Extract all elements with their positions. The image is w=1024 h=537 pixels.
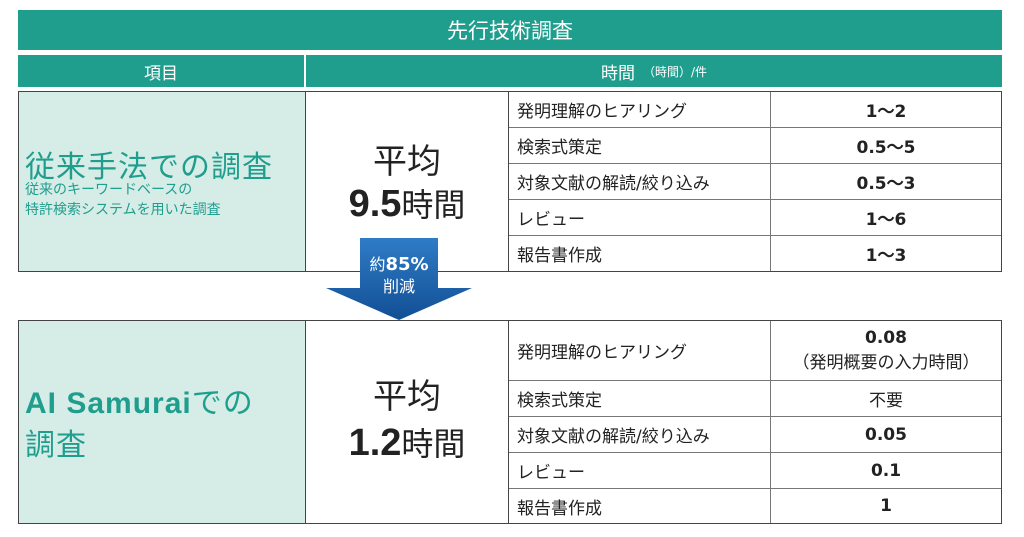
conventional-average-value: 9.5時間 [306, 180, 508, 226]
table-row: レビュー 1〜6 [509, 200, 1001, 236]
task-hours: 0.05 [865, 424, 907, 445]
ai-average-label: 平均 [373, 377, 441, 417]
task-hours: 0.5〜5 [856, 138, 916, 158]
conventional-subtitle: 従来のキーワードベースの 特許検索システムを用いた調査 [25, 180, 221, 220]
task-hours: 1 [880, 496, 892, 516]
task-hours: 不要 [869, 391, 903, 411]
conventional-average-unit: 時間 [401, 186, 466, 224]
task-hours-note: （発明概要の入力時間） [792, 353, 980, 373]
task-name: 対象文献の解読/絞り込み [509, 164, 771, 199]
table-row: 検索式策定 不要 [509, 381, 1001, 417]
conventional-average-cell: 平均 9.5時間 [306, 92, 509, 271]
task-name: 報告書作成 [509, 489, 771, 523]
table-row: レビュー 0.1 [509, 453, 1001, 489]
ai-category-cell: AI Samuraiでの 調査 [19, 321, 306, 523]
reduction-percent-line: 約85% [360, 254, 438, 276]
table-row: 対象文献の解読/絞り込み 0.5〜3 [509, 164, 1001, 200]
conventional-average-label: 平均 [373, 142, 441, 182]
column-header-item: 項目 [18, 55, 304, 87]
reduction-label: 約85% 削減 [360, 254, 438, 298]
conventional-average-number: 9.5 [348, 183, 402, 225]
table-title-text: 先行技術調査 [447, 19, 573, 43]
task-name: 発明理解のヒアリング [509, 92, 771, 127]
task-hours: 0.1 [870, 460, 902, 481]
ai-average-unit: 時間 [401, 425, 466, 463]
column-header-time: 時間 （時間）/件 [306, 55, 1002, 87]
task-hours: 1〜3 [865, 246, 907, 266]
ai-task-list: 発明理解のヒアリング 0.08 （発明概要の入力時間） 検索式策定 不要 対象文… [509, 321, 1001, 523]
conventional-title: 従来手法での調査 [25, 150, 273, 185]
task-name: 検索式策定 [509, 128, 771, 163]
task-hours: 1〜2 [865, 102, 907, 122]
conventional-subtitle-line2: 特許検索システムを用いた調査 [25, 202, 221, 218]
conventional-task-list: 発明理解のヒアリング 1〜2 検索式策定 0.5〜5 対象文献の解読/絞り込み … [509, 92, 1001, 271]
table-row: 報告書作成 1〜3 [509, 236, 1001, 271]
column-header-time-label: 時間 [600, 63, 635, 84]
conventional-subtitle-line1: 従来のキーワードベースの [25, 182, 193, 198]
table-row: 発明理解のヒアリング 0.08 （発明概要の入力時間） [509, 321, 1001, 381]
reduction-percent: 85% [385, 254, 429, 275]
ai-title-part2: 調査 [25, 428, 87, 463]
reduction-arrow-icon [326, 238, 472, 320]
task-hours-cell: 0.08 （発明概要の入力時間） [771, 321, 1001, 380]
task-name: 報告書作成 [509, 236, 771, 271]
ai-title: AI Samuraiでの 調査 [25, 383, 254, 467]
task-name: レビュー [509, 453, 771, 488]
conventional-category-cell: 従来手法での調査 従来のキーワードベースの 特許検索システムを用いた調査 [19, 92, 306, 271]
task-name: 検索式策定 [509, 381, 771, 416]
table-row: 検索式策定 0.5〜5 [509, 128, 1001, 164]
table-row: 対象文献の解読/絞り込み 0.05 [509, 417, 1001, 453]
ai-average-value: 1.2時間 [306, 419, 508, 465]
table-title: 先行技術調査 [18, 10, 1002, 50]
task-name: 発明理解のヒアリング [509, 321, 771, 380]
column-header-item-label: 項目 [144, 63, 178, 84]
reduction-word: 削減 [382, 277, 415, 296]
task-hours: 1〜6 [865, 210, 907, 230]
table-row: 発明理解のヒアリング 1〜2 [509, 92, 1001, 128]
reduction-prefix: 約 [369, 255, 386, 274]
ai-brand-name: AI Samurai [25, 387, 192, 420]
ai-section: AI Samuraiでの 調査 平均 1.2時間 発明理解のヒアリング 0.08… [18, 320, 1002, 524]
ai-average-number: 1.2 [348, 422, 402, 464]
task-hours: 0.08 [865, 328, 907, 348]
column-header-time-unit: （時間）/件 [642, 64, 708, 79]
ai-title-part1: での [191, 386, 254, 421]
ai-average-cell: 平均 1.2時間 [306, 321, 509, 523]
table-row: 報告書作成 1 [509, 489, 1001, 523]
task-name: 対象文献の解読/絞り込み [509, 417, 771, 452]
task-hours: 0.5〜3 [856, 174, 916, 194]
conventional-section: 従来手法での調査 従来のキーワードベースの 特許検索システムを用いた調査 平均 … [18, 91, 1002, 272]
task-name: レビュー [509, 200, 771, 235]
